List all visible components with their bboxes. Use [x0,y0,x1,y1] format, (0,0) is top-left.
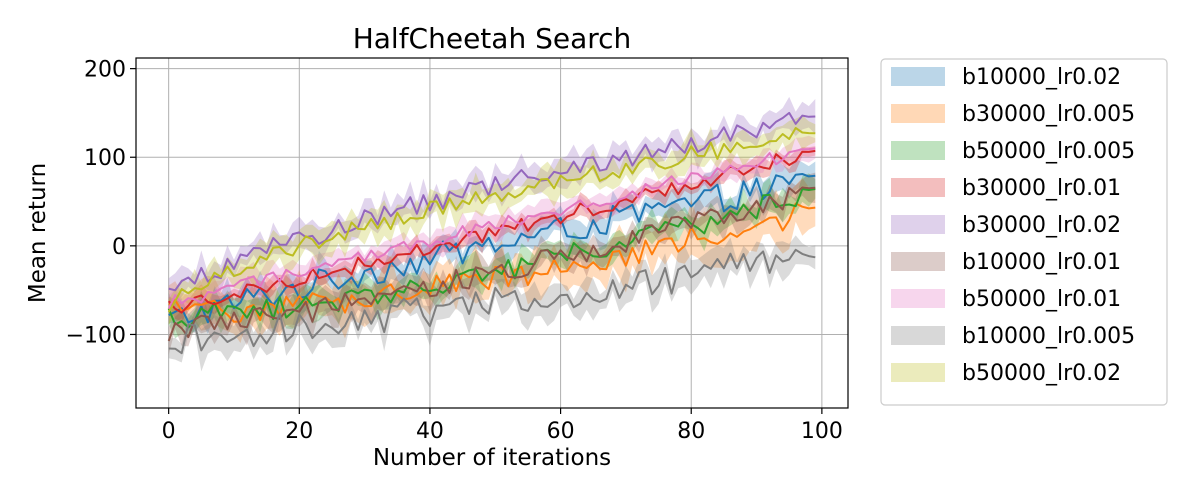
legend-swatch [891,141,945,160]
x-tick-label: 100 [801,419,843,444]
legend-swatch [891,289,945,308]
axis-ticks: 0 20 40 60 80 100 −100 0 100 200 [66,58,843,444]
legend-label: b30000_lr0.01 [962,176,1121,201]
band-b50000-lr0-01 [168,135,816,323]
x-tick-label: 20 [285,419,313,444]
legend-label: b30000_lr0.02 [962,213,1121,238]
band-b50000-lr0-005 [168,173,816,339]
legend-label: b30000_lr0.005 [962,102,1135,127]
line-b30000-lr0-02 [168,111,816,292]
y-tick-label: 0 [112,235,126,260]
line-b10000-lr0-005 [168,248,816,355]
y-tick-label: −100 [66,323,126,348]
legend-label: b10000_lr0.01 [962,250,1121,275]
plot-frame [135,57,849,409]
legend-label: b50000_lr0.01 [962,287,1121,312]
line-b10000-lr0-01 [167,186,816,342]
legend-frame [880,58,1168,406]
legend-swatch [891,178,945,197]
x-tick-label: 0 [162,419,176,444]
y-tick-label: 100 [84,146,126,171]
legend-swatch [891,215,945,234]
legend-swatch [891,363,945,382]
grid [136,58,848,408]
chart-title: HalfCheetah Search [353,22,632,55]
x-tick-label: 40 [416,419,444,444]
legend: b10000_lr0.02 b30000_lr0.005 b50000_lr0.00… [880,58,1168,406]
x-tick-label: 80 [677,419,705,444]
x-tick-label: 60 [547,419,575,444]
legend-label: b50000_lr0.02 [962,361,1121,386]
line-b50000-lr0-01 [167,147,816,310]
confidence-bands [168,96,816,372]
x-axis-label: Number of iterations [373,445,611,471]
band-b10000-lr0-01 [168,172,816,355]
series-lines [167,111,816,355]
legend-label: b10000_lr0.005 [962,324,1135,349]
legend-label: b50000_lr0.005 [962,139,1135,164]
line-b50000-lr0-02 [167,127,816,313]
legend-swatch [891,252,945,271]
legend-label: b10000_lr0.02 [962,65,1121,90]
legend-swatch [891,326,945,345]
y-tick-label: 200 [84,58,126,83]
line-b10000-lr0-02 [168,173,816,324]
band-b30000-lr0-02 [168,96,816,308]
line-b30000-lr0-01 [167,149,816,314]
band-b50000-lr0-02 [168,115,816,325]
legend-swatch [891,67,945,86]
legend-swatch [891,104,945,123]
y-axis-label: Mean return [25,163,51,303]
